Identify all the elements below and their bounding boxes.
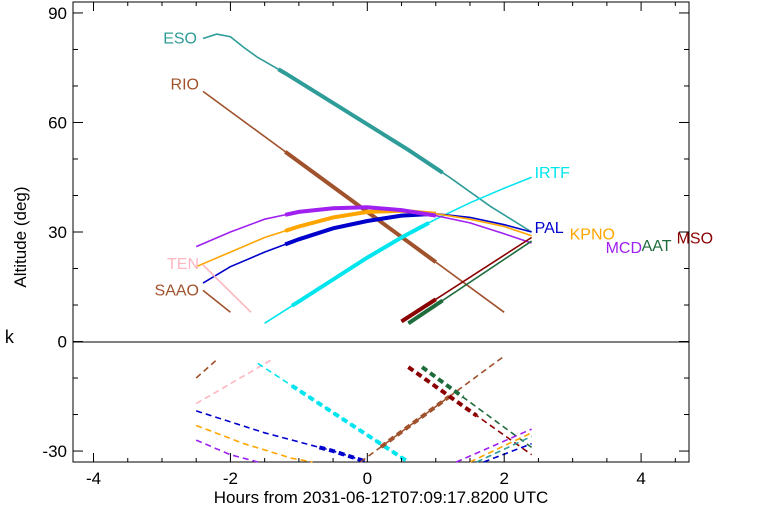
- upper-thick-segment-mso-7: [400, 297, 437, 324]
- series-label-pal: PAL: [535, 220, 564, 237]
- lower-line-mcd-5: [195, 439, 259, 463]
- upper-line-saao-9: [202, 289, 231, 313]
- lower-thick-segment-aat-8: [420, 365, 465, 399]
- lower-line-pal-12: [483, 442, 532, 463]
- y-tick-label: 60: [48, 113, 67, 132]
- y-tick-label: 30: [48, 223, 67, 242]
- lower-line-saao-0: [195, 359, 218, 379]
- lower-thick-segment-irtf-2: [290, 384, 410, 464]
- series-label-rio: RIO: [171, 76, 199, 93]
- upper-thick-segment-aat-6: [407, 298, 444, 325]
- x-tick-label: -4: [86, 469, 101, 488]
- series-label-aat: AAT: [642, 238, 672, 255]
- x-tick-label: 4: [636, 469, 645, 488]
- upper-line-irtf-2: [264, 176, 532, 324]
- lower-thick-segment-pal-3: [318, 445, 368, 464]
- lower-line-mcd-10: [455, 428, 532, 463]
- ticks-layer: -4 -2 0 2 4 0 30 60 90 -30: [42, 2, 689, 488]
- series-label-ten: TEN: [167, 256, 199, 273]
- series-label-irtf: IRTF: [535, 165, 570, 182]
- y-tick-label: 90: [48, 4, 67, 23]
- series-label-saao: SAAO: [155, 282, 199, 299]
- series-label-mso: MSO: [677, 231, 713, 248]
- series-layer: [195, 33, 533, 464]
- x-tick-label: -2: [223, 469, 238, 488]
- upper-thick-segment-irtf-2: [290, 221, 430, 308]
- upper-thick-segment-eso-0: [277, 67, 444, 175]
- x-tick-label: 0: [363, 469, 372, 488]
- y-tick-label: 0: [58, 333, 67, 352]
- lower-thick-segment-mso-7: [407, 365, 478, 418]
- x-axis-title: Hours from 2031-06-12T07:09:17.8200 UTC: [214, 488, 549, 507]
- lower-line-kpno-4: [195, 424, 313, 463]
- series-label-mcd: MCD: [606, 240, 642, 257]
- lower-thick-segment-rio-6: [379, 394, 451, 449]
- upper-line-eso-0: [202, 33, 533, 233]
- y-tick-label: -30: [42, 442, 67, 461]
- upper-line-ten-8: [202, 264, 252, 313]
- x-tick-label: 2: [499, 469, 508, 488]
- upper-thick-segment-mcd-5: [284, 205, 437, 218]
- upper-thick-segment-pal-3: [284, 211, 436, 247]
- lower-line-kpno-11: [469, 432, 532, 463]
- y-axis-title: Altitude (deg): [11, 186, 30, 287]
- lower-line-ten-1: [195, 359, 272, 405]
- series-label-eso: ESO: [163, 31, 197, 48]
- lower-line-eso-9: [476, 435, 532, 463]
- series-label-kpno: KPNO: [570, 227, 615, 244]
- stray-k-label: k: [4, 329, 15, 349]
